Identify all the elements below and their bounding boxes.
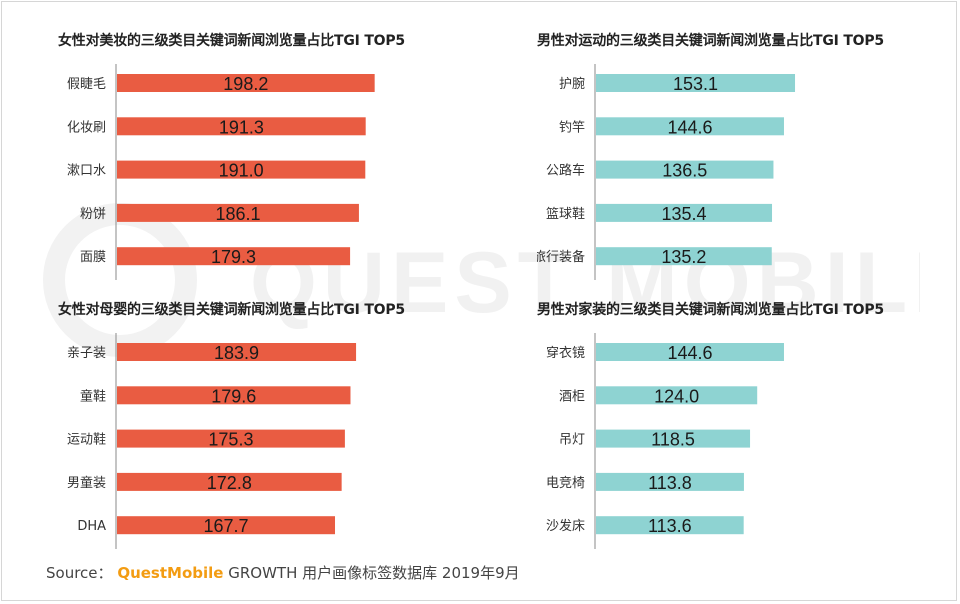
bar [117, 160, 366, 179]
bar [596, 472, 744, 491]
category-label: 吊灯 [559, 433, 585, 448]
bar [117, 516, 336, 535]
category-label: 男童装 [67, 475, 106, 491]
value-label: 136.5 [662, 161, 707, 181]
bar [596, 516, 744, 535]
source-label: Source： [46, 564, 113, 582]
category-label: 童鞋 [80, 388, 106, 404]
value-label: 144.6 [667, 117, 712, 137]
value-label: 186.1 [215, 204, 260, 224]
value-label: 179.6 [211, 386, 256, 406]
value-label: 124.0 [654, 386, 699, 406]
value-label: 118.5 [651, 430, 695, 450]
chart-title: 男性对家装的三级类目关键词新闻浏览量占比TGI TOP5 [537, 302, 884, 318]
chart-title: 女性对美妆的三级类目关键词新闻浏览量占比TGI TOP5 [58, 33, 405, 49]
bar-chart: 假睫毛 198.2 化妆刷 191.3 漱口水 191.0 粉饼 186.1 面膜 179.3 [67, 64, 375, 280]
bar [596, 386, 758, 405]
value-label: 183.9 [214, 343, 259, 363]
category-label: 电竞椅 [546, 475, 585, 491]
category-label: 钓竿 [559, 119, 585, 135]
category-label: 漱口水 [67, 164, 106, 179]
chart-title: 男性对运动的三级类目关键词新闻浏览量占比TGI TOP5 [537, 33, 884, 49]
value-label: 135.2 [661, 247, 706, 267]
bar [117, 472, 342, 491]
bar [117, 247, 351, 266]
bar [596, 117, 784, 136]
bar [117, 429, 345, 448]
value-label: 191.0 [219, 161, 264, 181]
source-text: GROWTH 用户画像标签数据库 2019年9月 [228, 564, 520, 582]
chart-title: 女性对母婴的三级类目关键词新闻浏览量占比TGI TOP5 [58, 302, 405, 318]
bar [117, 343, 357, 361]
bar [596, 203, 773, 222]
category-label: 面膜 [80, 250, 106, 265]
source-brand: QuestMobile [117, 564, 224, 582]
bar [117, 117, 366, 136]
bar-chart: 亲子装 183.9 童鞋 179.6 运动鞋 175.3 男童装 172.8 DHA 167.7 [67, 333, 357, 549]
value-label: 144.6 [667, 343, 712, 363]
bar [596, 429, 751, 448]
bar-chart: 穿衣镜 144.6 酒柜 124.0 吊灯 118.5 电竞椅 113.8 沙发床 113.6 [546, 333, 784, 549]
value-label: 172.8 [207, 473, 252, 493]
value-label: 198.2 [223, 74, 268, 94]
value-label: 191.3 [219, 117, 264, 137]
source-line: Source： QuestMobile GROWTH 用户画像标签数据库 201… [46, 562, 520, 583]
value-label: 167.7 [203, 516, 248, 536]
category-label: 化妆刷 [67, 120, 106, 135]
value-label: 135.4 [661, 204, 706, 224]
chart-panel-female-maternity: 女性对母婴的三级类目关键词新闻浏览量占比TGI TOP5 亲子装 183.9 童鞋 1… [58, 299, 478, 569]
value-label: 113.8 [648, 473, 692, 493]
bar [117, 203, 359, 222]
chart-panel-female-beauty: 女性对美妆的三级类目关键词新闻浏览量占比TGI TOP5 假睫毛 198.2 化妆刷… [58, 30, 478, 300]
category-label: 旅行装备 [537, 249, 585, 265]
bar [117, 74, 375, 92]
category-label: 穿衣镜 [546, 345, 585, 361]
bar [596, 160, 774, 179]
category-label: DHA [77, 519, 106, 534]
chart-panel-male-home: 男性对家装的三级类目关键词新闻浏览量占比TGI TOP5 穿衣镜 144.6 酒柜 1… [537, 299, 957, 569]
bar [117, 386, 351, 405]
category-label: 篮球鞋 [546, 206, 585, 222]
bar [596, 343, 784, 361]
value-label: 113.6 [648, 516, 692, 536]
category-label: 酒柜 [559, 389, 585, 404]
chart-panel-male-sports: 男性对运动的三级类目关键词新闻浏览量占比TGI TOP5 护腕 153.1 钓竿 14… [537, 30, 957, 300]
category-label: 粉饼 [80, 207, 106, 222]
bar [596, 247, 772, 266]
category-label: 假睫毛 [67, 77, 106, 92]
category-label: 亲子装 [67, 346, 106, 361]
category-label: 护腕 [559, 76, 585, 92]
category-label: 沙发床 [546, 518, 585, 534]
value-label: 153.1 [673, 74, 718, 94]
category-label: 运动鞋 [67, 432, 106, 448]
value-label: 179.3 [211, 247, 256, 267]
category-label: 公路车 [546, 163, 585, 179]
value-label: 175.3 [208, 430, 253, 450]
bar-chart: 护腕 153.1 钓竿 144.6 公路车 136.5 篮球鞋 135.4 旅行装备 135.2 [537, 64, 796, 280]
bar [596, 74, 796, 92]
